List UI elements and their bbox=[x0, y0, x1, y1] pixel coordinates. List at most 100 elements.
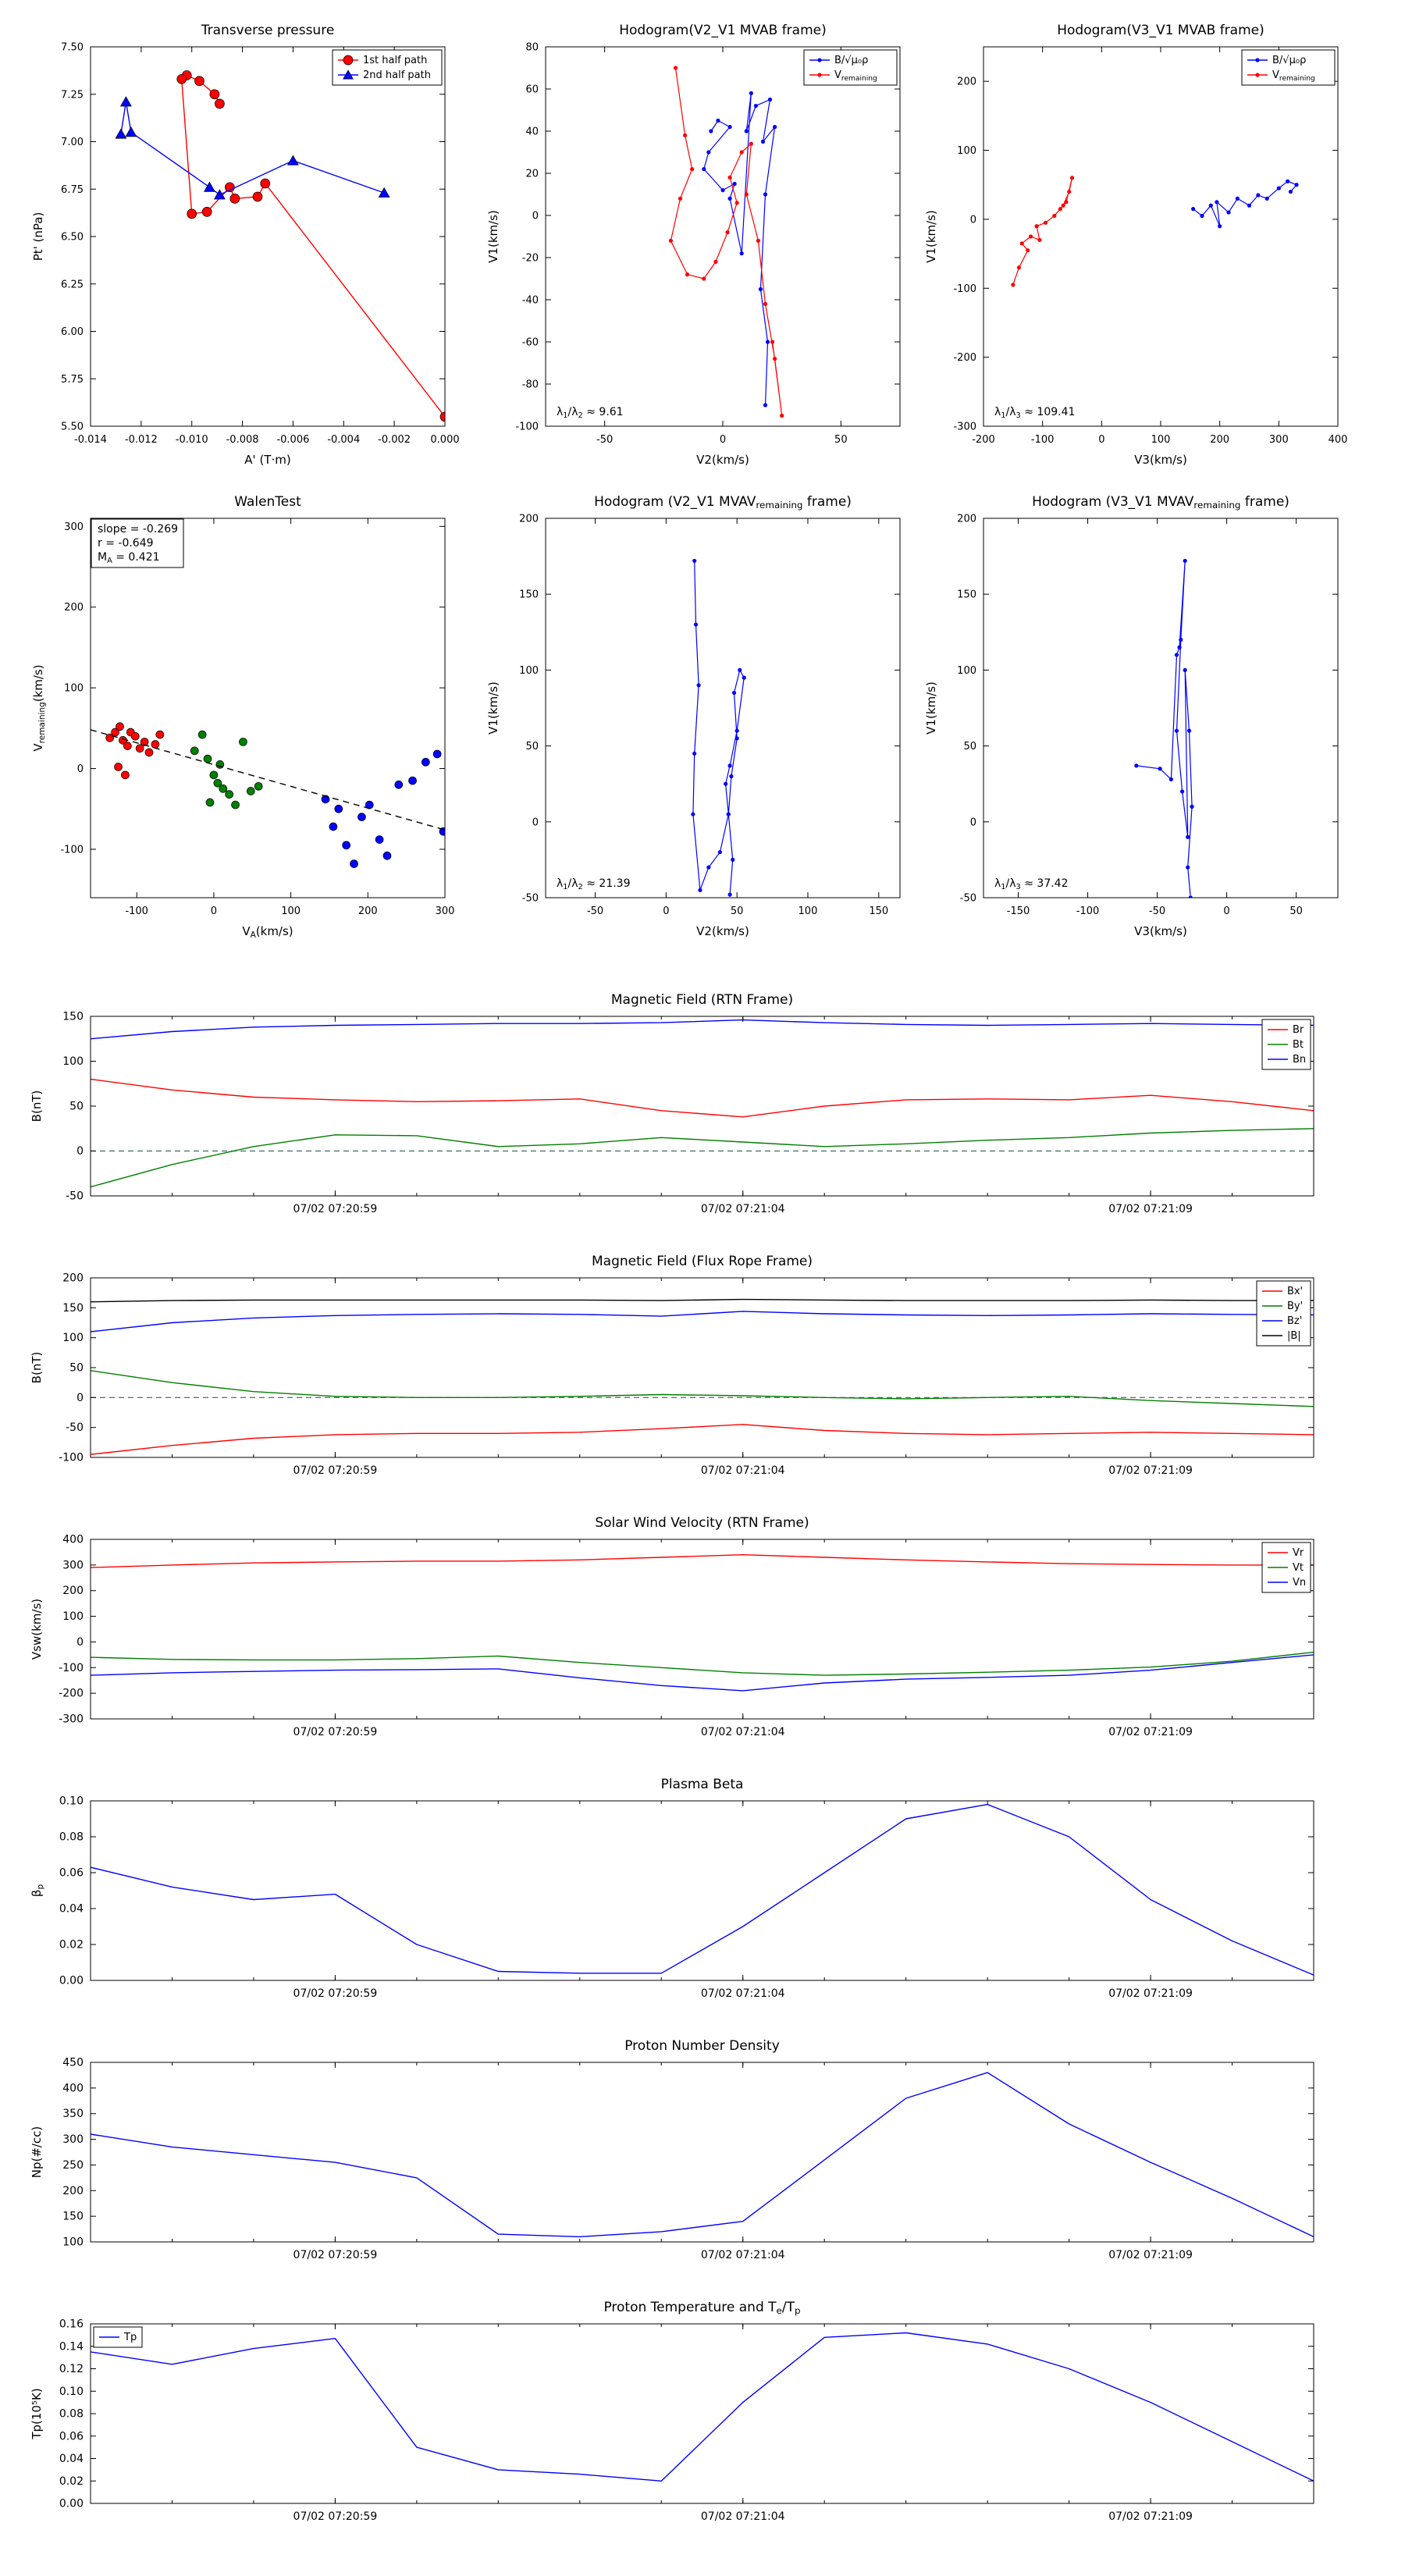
svg-text:Magnetic Field (RTN Frame): Magnetic Field (RTN Frame) bbox=[611, 992, 793, 1008]
svg-text:-50: -50 bbox=[522, 893, 539, 905]
svg-text:1st half path: 1st half path bbox=[363, 55, 427, 66]
svg-text:-100: -100 bbox=[59, 1662, 84, 1674]
svg-text:0.12: 0.12 bbox=[59, 2363, 84, 2375]
svg-text:0: 0 bbox=[532, 211, 539, 222]
svg-text:50: 50 bbox=[731, 906, 744, 917]
hodogram-v2v1-mvab-svg: -50 0 50 -100 -80 -60 -40 -20 0 20 40 60 80 Hodogram(… bbox=[486, 23, 901, 467]
svg-text:-50: -50 bbox=[66, 1190, 84, 1203]
svg-text:By': By' bbox=[1287, 1300, 1303, 1312]
svg-text:100: 100 bbox=[957, 665, 976, 677]
svg-text:Vremaining: Vremaining bbox=[1272, 69, 1315, 83]
svg-text:-200: -200 bbox=[972, 434, 995, 446]
svg-text:Pt' (nPa): Pt' (nPa) bbox=[31, 212, 45, 262]
svg-text:0: 0 bbox=[211, 906, 217, 917]
svg-text:07/02 07:21:04: 07/02 07:21:04 bbox=[701, 2510, 785, 2523]
svg-text:-100: -100 bbox=[1031, 434, 1055, 446]
svg-text:100: 100 bbox=[799, 906, 818, 917]
svg-text:V2(km/s): V2(km/s) bbox=[696, 924, 749, 938]
svg-text:200: 200 bbox=[957, 76, 976, 88]
svg-text:5.75: 5.75 bbox=[61, 374, 84, 386]
svg-text:250: 250 bbox=[62, 2159, 84, 2172]
svg-text:B(nT): B(nT) bbox=[30, 1352, 44, 1384]
svg-text:0.06: 0.06 bbox=[59, 2430, 84, 2443]
svg-text:-0.002: -0.002 bbox=[378, 434, 411, 446]
svg-text:07/02 07:20:59: 07/02 07:20:59 bbox=[293, 2249, 378, 2261]
svg-text:0: 0 bbox=[970, 817, 976, 828]
svg-text:V3(km/s): V3(km/s) bbox=[1134, 924, 1187, 938]
svg-text:B/√μ₀ρ: B/√μ₀ρ bbox=[1272, 55, 1306, 66]
svg-text:5.50: 5.50 bbox=[61, 422, 84, 433]
svg-text:07/02 07:21:09: 07/02 07:21:09 bbox=[1108, 2510, 1193, 2523]
chart-walen-test: -100 0 100 200 300 -100 0 100 200 300 WalenTest VA(… bbox=[22, 486, 465, 954]
chart-magnetic-field-rtn: 07/02 07:20:59 07/02 07:21:04 07/02 07:21:… bbox=[0, 968, 1405, 1226]
svg-text:0.04: 0.04 bbox=[59, 1903, 84, 1916]
svg-text:0: 0 bbox=[1098, 434, 1104, 446]
chart-hodogram-v2v1-mvav-remaining: -50 0 50 100 150 -50 0 50 100 150 200 Hodogram (V2_… bbox=[477, 486, 920, 954]
svg-text:-100: -100 bbox=[59, 1452, 84, 1464]
svg-text:0.14: 0.14 bbox=[59, 2340, 84, 2353]
svg-text:Hodogram (V3_V1 MVAVremaining: Hodogram (V3_V1 MVAVremaining frame) bbox=[1032, 494, 1289, 511]
svg-text:6.00: 6.00 bbox=[61, 326, 84, 338]
svg-text:200: 200 bbox=[64, 602, 84, 614]
svg-text:Vremaining: Vremaining bbox=[834, 69, 877, 83]
chart-proton-number-density: 07/02 07:20:59 07/02 07:21:04 07/02 07:21:… bbox=[0, 2014, 1405, 2272]
svg-text:20: 20 bbox=[525, 169, 539, 180]
svg-text:0.10: 0.10 bbox=[59, 1795, 84, 1808]
svg-text:07/02 07:21:04: 07/02 07:21:04 bbox=[701, 1203, 785, 1215]
svg-text:100: 100 bbox=[957, 145, 976, 157]
svg-text:6.75: 6.75 bbox=[61, 184, 84, 196]
svg-text:Vr: Vr bbox=[1293, 1547, 1304, 1559]
svg-text:V2(km/s): V2(km/s) bbox=[696, 453, 749, 467]
svg-text:-0.006: -0.006 bbox=[276, 434, 309, 446]
svg-text:0.16: 0.16 bbox=[59, 2318, 84, 2331]
svg-text:07/02 07:20:59: 07/02 07:20:59 bbox=[293, 1987, 378, 2000]
svg-text:Hodogram (V2_V1 MVAVremaining: Hodogram (V2_V1 MVAVremaining frame) bbox=[594, 494, 852, 511]
svg-text:Hodogram(V3_V1 MVAB frame): Hodogram(V3_V1 MVAB frame) bbox=[1057, 23, 1264, 38]
svg-text:Hodogram(V2_V1 MVAB frame): Hodogram(V2_V1 MVAB frame) bbox=[619, 23, 827, 38]
svg-text:150: 150 bbox=[62, 1011, 84, 1023]
svg-text:200: 200 bbox=[519, 514, 539, 525]
svg-text:40: 40 bbox=[525, 126, 539, 138]
svg-text:100: 100 bbox=[62, 1332, 84, 1344]
svg-text:100: 100 bbox=[62, 1610, 84, 1623]
proton-temp-svg: 07/02 07:20:59 07/02 07:21:04 07/02 07:21:… bbox=[30, 2300, 1314, 2523]
svg-text:Vn: Vn bbox=[1293, 1577, 1306, 1589]
svg-text:07/02 07:20:59: 07/02 07:20:59 bbox=[293, 1203, 378, 1215]
chart-proton-temperature: 07/02 07:20:59 07/02 07:21:04 07/02 07:21:… bbox=[0, 2275, 1405, 2533]
svg-text:07/02 07:21:09: 07/02 07:21:09 bbox=[1108, 1726, 1193, 1738]
svg-text:100: 100 bbox=[62, 2236, 84, 2249]
svg-text:βp: βp bbox=[30, 1884, 45, 1898]
svg-text:V1(km/s): V1(km/s) bbox=[486, 210, 500, 263]
svg-text:-50: -50 bbox=[1149, 906, 1165, 917]
svg-text:λ1/λ2 ≈ 21.39: λ1/λ2 ≈ 21.39 bbox=[557, 877, 631, 891]
svg-text:0.00: 0.00 bbox=[59, 2498, 84, 2510]
svg-text:300: 300 bbox=[436, 906, 455, 917]
svg-text:slope = -0.269: slope = -0.269 bbox=[98, 523, 178, 535]
svg-text:-50: -50 bbox=[66, 1421, 84, 1434]
svg-text:0.06: 0.06 bbox=[59, 1867, 84, 1880]
svg-text:0.08: 0.08 bbox=[59, 1831, 84, 1844]
svg-text:-80: -80 bbox=[522, 379, 539, 391]
chart-hodogram-v2v1-mvab: -50 0 50 -100 -80 -60 -40 -20 0 20 40 60 80 Hodogram(… bbox=[477, 14, 920, 482]
svg-text:0: 0 bbox=[76, 1636, 84, 1649]
svg-text:-0.010: -0.010 bbox=[176, 434, 208, 446]
chart-transverse-pressure: -0.014 -0.012 -0.010 -0.008 -0.006 -0.004 -0.0… bbox=[22, 14, 465, 482]
svg-text:Proton Number Density: Proton Number Density bbox=[624, 2038, 780, 2054]
svg-text:60: 60 bbox=[525, 84, 539, 96]
svg-text:300: 300 bbox=[62, 1559, 84, 1571]
svg-text:-200: -200 bbox=[953, 352, 976, 364]
svg-text:VA(km/s): VA(km/s) bbox=[242, 924, 293, 940]
svg-text:0.02: 0.02 bbox=[59, 2475, 84, 2488]
svg-text:0.04: 0.04 bbox=[59, 2453, 84, 2465]
svg-text:50: 50 bbox=[834, 434, 848, 446]
svg-text:0: 0 bbox=[663, 906, 669, 917]
svg-text:07/02 07:20:59: 07/02 07:20:59 bbox=[293, 1726, 378, 1738]
svg-text:-150: -150 bbox=[1007, 906, 1030, 917]
hodogram-v3v1-mvab-svg: -200 -100 0 100 200 300 400-300-200-1000100200… bbox=[924, 23, 1347, 467]
svg-text:0: 0 bbox=[1223, 906, 1229, 917]
svg-text:450: 450 bbox=[62, 2057, 84, 2069]
svg-text:200: 200 bbox=[62, 2185, 84, 2197]
svg-text:0.08: 0.08 bbox=[59, 2408, 84, 2421]
svg-text:07/02 07:21:04: 07/02 07:21:04 bbox=[701, 1987, 785, 2000]
